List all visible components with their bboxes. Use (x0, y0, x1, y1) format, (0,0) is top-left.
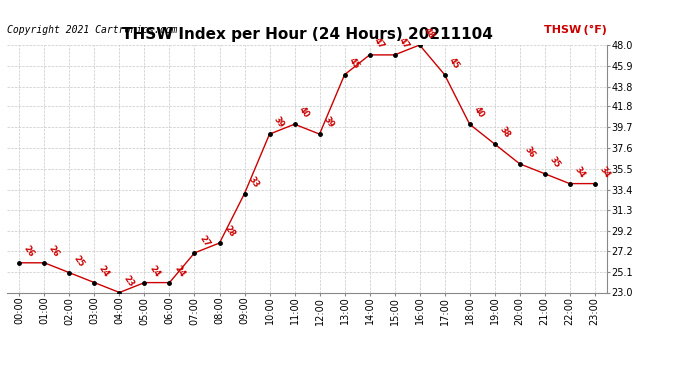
Title: THSW Index per Hour (24 Hours) 20211104: THSW Index per Hour (24 Hours) 20211104 (121, 27, 493, 42)
Text: 39: 39 (322, 116, 336, 130)
Text: 45: 45 (347, 56, 362, 70)
Text: 38: 38 (497, 125, 511, 140)
Text: 39: 39 (273, 116, 286, 130)
Text: 26: 26 (22, 244, 37, 259)
Text: 47: 47 (373, 36, 386, 51)
Text: THSW (°F): THSW (°F) (544, 25, 607, 35)
Text: 35: 35 (547, 155, 562, 170)
Text: 28: 28 (222, 224, 236, 239)
Text: 26: 26 (47, 244, 61, 259)
Text: 34: 34 (573, 165, 586, 179)
Text: 24: 24 (147, 264, 161, 278)
Text: 24: 24 (172, 264, 186, 278)
Text: 48: 48 (422, 26, 436, 41)
Text: 23: 23 (122, 274, 136, 288)
Text: Copyright 2021 Cartronics.com: Copyright 2021 Cartronics.com (7, 25, 177, 35)
Text: 47: 47 (397, 36, 411, 51)
Text: 25: 25 (72, 254, 86, 268)
Text: 36: 36 (522, 145, 536, 160)
Text: 27: 27 (197, 234, 211, 249)
Text: 45: 45 (447, 56, 462, 70)
Text: 24: 24 (97, 264, 111, 278)
Text: 33: 33 (247, 175, 262, 189)
Text: 40: 40 (473, 105, 486, 120)
Text: 40: 40 (297, 105, 311, 120)
Text: 34: 34 (598, 165, 611, 179)
